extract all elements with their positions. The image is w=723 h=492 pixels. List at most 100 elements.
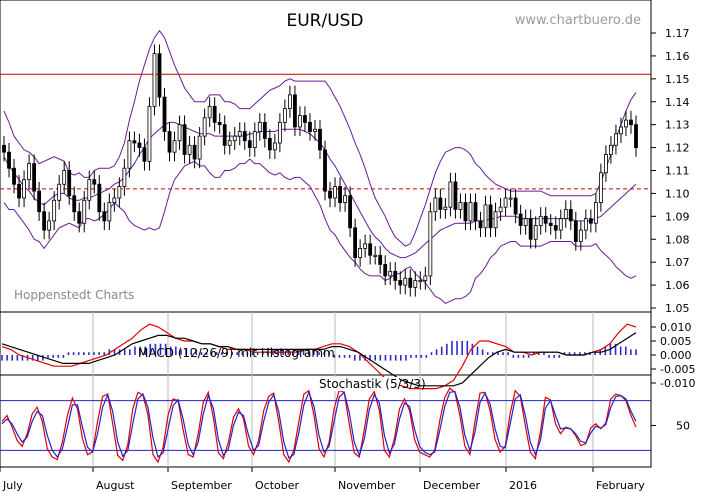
candle-body: [408, 277, 413, 288]
candle-body: [568, 209, 573, 222]
candle-body: [52, 199, 57, 222]
candle-body: [117, 186, 122, 199]
price-tick-label: 1.12: [665, 142, 690, 155]
candle-body: [533, 225, 538, 240]
candle-body: [32, 163, 37, 192]
candle-body: [433, 197, 438, 213]
candle-body: [483, 204, 488, 229]
candle-body: [573, 220, 578, 242]
candle-body: [619, 126, 623, 135]
macd-lines: [1, 323, 637, 390]
watermark: www.chartbuero.de: [515, 13, 641, 28]
candle-body: [614, 133, 618, 146]
candle-body: [127, 140, 132, 169]
candle-body: [147, 105, 152, 162]
candle-body: [578, 229, 583, 242]
candle-body: [463, 202, 468, 222]
candle-body: [102, 211, 107, 222]
macd-series-line: [1, 332, 637, 387]
stochastic-lines: [1, 387, 637, 464]
month-label: November: [338, 479, 396, 492]
price-tick-label: 1.16: [665, 50, 690, 63]
month-label: September: [171, 479, 232, 492]
month-label: October: [255, 479, 299, 492]
macd-label: MACD (12/26/9) mit Histogramm: [138, 346, 335, 360]
chart-title: EUR/USD: [286, 11, 363, 31]
candle-body: [132, 140, 137, 144]
candle-body: [378, 254, 383, 265]
candle-body: [217, 121, 222, 126]
stoch-label-bg: [315, 377, 399, 391]
candle-body: [473, 202, 478, 222]
month-label: 2016: [509, 479, 537, 492]
candle-body: [72, 195, 77, 213]
month-label: August: [96, 479, 135, 492]
candle-body: [348, 195, 353, 229]
candle-body: [47, 220, 52, 231]
candle-body: [92, 179, 97, 185]
candle-body: [358, 248, 363, 258]
candle-body: [558, 218, 563, 231]
candle-body: [282, 108, 287, 123]
candle-body: [157, 53, 162, 98]
macd-tick-label: 0.000: [660, 349, 692, 362]
candle-body: [393, 270, 398, 281]
candle-body: [373, 254, 378, 257]
candle-body: [458, 202, 463, 210]
candle-body: [272, 142, 277, 151]
price-candles: [2, 44, 638, 297]
plot-frame: [0, 0, 652, 468]
price-tick-label: 1.09: [665, 210, 690, 223]
candle-body: [303, 115, 307, 123]
price-tick-label: 1.06: [665, 279, 690, 292]
candle-body: [232, 135, 237, 142]
candle-body: [277, 121, 282, 144]
candle-body: [328, 190, 332, 199]
candle-body: [237, 131, 242, 137]
candle-body: [438, 197, 443, 210]
candle-body: [67, 170, 72, 197]
candle-body: [207, 105, 212, 119]
candle-body: [182, 124, 187, 155]
candle-body: [57, 183, 62, 201]
candle-body: [17, 183, 21, 199]
candle-body: [167, 131, 172, 153]
candle-body: [77, 211, 82, 224]
price-tick-label: 1.11: [665, 165, 690, 178]
price-tick-label: 1.08: [665, 233, 690, 246]
candle-body: [634, 124, 638, 148]
credit-label: Hoppenstedt Charts: [14, 288, 134, 302]
candle-body: [368, 243, 373, 256]
candle-body: [588, 218, 593, 224]
candle-body: [82, 199, 87, 224]
candle-body: [538, 215, 543, 226]
candle-body: [518, 213, 523, 226]
candle-body: [583, 218, 588, 231]
stoch-tick-label: 50: [676, 420, 690, 433]
candle-body: [548, 222, 553, 226]
candle-body: [418, 280, 423, 283]
candle-body: [142, 147, 147, 162]
candle-body: [443, 206, 448, 210]
macd-tick-label: 0.010: [660, 321, 692, 334]
candle-body: [493, 211, 498, 229]
month-axis: July August September October November Decemb…: [0, 467, 645, 492]
candle-body: [242, 131, 247, 142]
y-axis-ticks: 1.17 1.16 1.15 1.14 1.13 1.12 1.11 1.10 1.09 1.08…: [0, 27, 695, 451]
candle-body: [97, 183, 102, 213]
month-label: February: [596, 479, 645, 492]
candle-body: [267, 138, 272, 151]
candle-body: [313, 128, 317, 132]
price-tick-label: 1.13: [665, 119, 690, 132]
macd-series-line: [1, 323, 637, 390]
candle-body: [498, 206, 503, 213]
candle-body: [343, 195, 347, 203]
candle-body: [122, 167, 127, 187]
candle-body: [177, 124, 182, 142]
candle-body: [152, 53, 157, 107]
candle-body: [247, 140, 252, 148]
candle-body: [383, 264, 388, 277]
candle-body: [553, 225, 558, 231]
candle-body: [112, 197, 117, 203]
